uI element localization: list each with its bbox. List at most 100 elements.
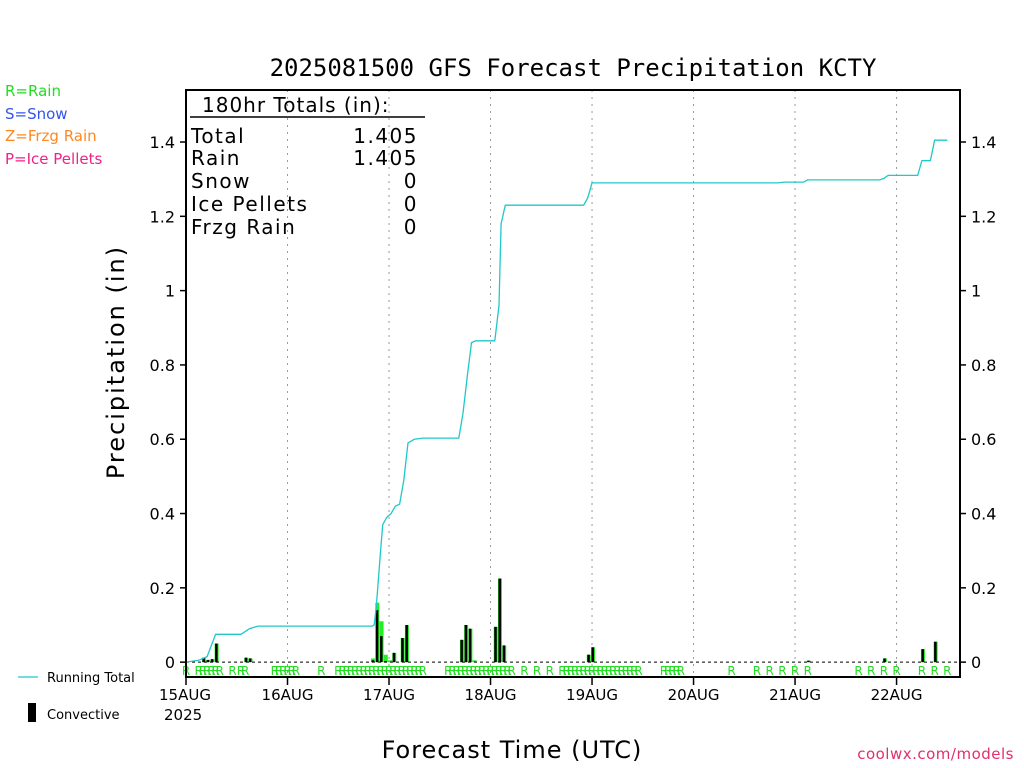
rain-marker: R	[389, 664, 397, 678]
convective-bar	[807, 660, 810, 663]
rain-marker: R	[195, 664, 203, 678]
rain-marker: R	[203, 664, 211, 678]
rain-marker: R	[677, 664, 685, 678]
convective-bar	[384, 661, 387, 663]
rain-marker: R	[626, 664, 634, 678]
y-tick-label: 0.4	[971, 505, 996, 524]
rain-marker: R	[601, 664, 609, 678]
rain-marker: R	[634, 664, 642, 678]
x-tick-label: 19AUG	[566, 686, 618, 704]
convective-bar	[464, 624, 468, 663]
series-legend: Running Total Convective	[18, 671, 135, 723]
rain-marker: R	[199, 664, 207, 678]
rain-marker: R	[892, 664, 900, 678]
rain-marker: R	[372, 664, 380, 678]
rain-marker: R	[419, 664, 427, 678]
rain-marker: R	[414, 664, 422, 678]
rain-marker: R	[508, 664, 516, 678]
totals-box: 180hr Totals (in): Total 1.405 Rain 1.40…	[190, 93, 425, 239]
rain-marker: R	[930, 664, 938, 678]
totals-value-snow: 0	[404, 169, 418, 193]
rain-marker: R	[495, 664, 503, 678]
rain-marker: R	[533, 664, 541, 678]
rain-marker: R	[579, 664, 587, 678]
rain-marker: R	[283, 664, 291, 678]
convective-bar	[405, 624, 408, 663]
rain-marker: R	[275, 664, 283, 678]
x-tick-label: 20AUG	[668, 686, 720, 704]
rain-marker: R	[491, 664, 499, 678]
rain-marker: R	[453, 664, 461, 678]
convective-swatch	[28, 703, 36, 722]
rain-marker: R	[596, 664, 604, 678]
totals-value-frzg: 0	[404, 215, 418, 239]
rain-marker: R	[398, 664, 406, 678]
rain-marker: R	[211, 664, 219, 678]
rain-marker: R	[613, 664, 621, 678]
convective-bar	[375, 610, 379, 663]
x-axis-label: Forecast Time (UTC)	[382, 736, 643, 764]
convective-bar	[371, 660, 375, 663]
rain-marker: R	[486, 664, 494, 678]
total-bar	[383, 654, 388, 663]
rain-marker: R	[216, 664, 224, 678]
convective-bar	[248, 658, 252, 663]
x-tick-label: 16AUG	[262, 686, 314, 704]
convective-bar	[215, 643, 218, 663]
rain-marker: R	[630, 664, 638, 678]
rain-marker: R	[503, 664, 511, 678]
convective-legend-label: Convective	[47, 708, 120, 723]
y-tick-label: 0.2	[971, 579, 996, 598]
rain-marker: R	[664, 664, 672, 678]
rain-marker: R	[867, 664, 875, 678]
rain-marker: R	[288, 664, 296, 678]
total-bar	[388, 660, 393, 663]
convective-bar	[210, 659, 214, 663]
running-total-line	[185, 139, 948, 663]
rain-marker: R	[854, 664, 862, 678]
y-tick-label: 1	[165, 282, 175, 301]
rain-marker: R	[584, 664, 592, 678]
y-tick-label: 0	[165, 653, 175, 672]
rain-marker: R	[668, 664, 676, 678]
rain-marker: R	[338, 664, 346, 678]
credit-text: coolwx.com/models	[857, 745, 1014, 763]
chart-title: 2025081500 GFS Forecast Precipitation KC…	[270, 54, 877, 82]
rain-marker: R	[364, 664, 372, 678]
rain-marker: R	[672, 664, 680, 678]
rain-marker: R	[617, 664, 625, 678]
x-tick-label: 22AUG	[871, 686, 923, 704]
rain-marker: R	[469, 664, 477, 678]
y-tick-label: 0.6	[971, 430, 996, 449]
legend-ice-pellets: P=Ice Pellets	[5, 149, 103, 168]
legend-rain: R=Rain	[5, 82, 61, 100]
rain-marker: R	[622, 664, 630, 678]
rain-marker: R	[562, 664, 570, 678]
y-axis-label: Precipitation (in)	[102, 245, 130, 479]
rain-marker: R	[461, 664, 469, 678]
rain-marker: R	[317, 664, 325, 678]
y-tick-label: 1.4	[150, 133, 175, 152]
convective-bar	[921, 649, 924, 663]
rain-marker: R	[228, 664, 236, 678]
rain-marker: R	[376, 664, 384, 678]
convective-bar	[883, 658, 886, 663]
rain-marker: R	[482, 664, 490, 678]
totals-label-ice: Ice Pellets	[191, 192, 308, 216]
rain-marker: R	[347, 664, 355, 678]
y-tick-label: 1.2	[150, 207, 175, 226]
rain-marker: R	[478, 664, 486, 678]
totals-label-rain: Rain	[191, 146, 241, 170]
convective-bar	[587, 654, 590, 663]
rain-marker: R	[520, 664, 528, 678]
rain-marker: R	[571, 664, 579, 678]
legend-snow: S=Snow	[5, 104, 68, 123]
rain-marker: R	[804, 664, 812, 678]
x-tick-label: 18AUG	[465, 686, 517, 704]
rain-marker: R	[351, 664, 359, 678]
x-tick-label: 17AUG	[363, 686, 415, 704]
convective-bar	[460, 639, 463, 663]
convective-bar	[401, 637, 404, 663]
